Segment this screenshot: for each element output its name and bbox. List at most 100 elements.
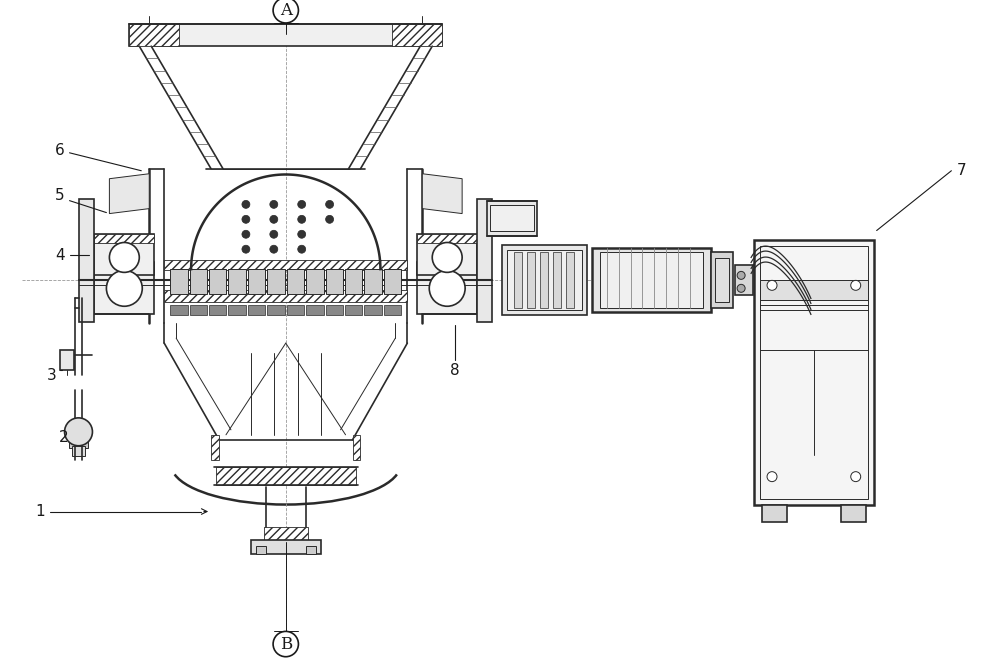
Bar (711, 252, 733, 308)
Bar (540, 252, 548, 308)
Bar (487, 200, 537, 235)
Bar (164, 291, 407, 302)
Bar (754, 241, 874, 505)
Bar (72, 445, 85, 456)
Bar (553, 252, 561, 308)
Bar (762, 505, 787, 523)
Bar (417, 262, 477, 314)
Bar (384, 269, 401, 294)
Bar (267, 269, 285, 294)
Text: 2: 2 (59, 430, 68, 445)
Circle shape (270, 245, 278, 253)
Bar (60, 350, 74, 370)
Circle shape (326, 215, 334, 223)
Bar (477, 198, 492, 322)
Bar (170, 269, 188, 294)
Bar (94, 262, 154, 314)
Bar (384, 305, 401, 315)
Bar (514, 252, 522, 308)
Bar (228, 269, 246, 294)
Bar (209, 269, 226, 294)
Bar (190, 269, 207, 294)
Circle shape (298, 245, 306, 253)
Circle shape (242, 215, 250, 223)
Bar (170, 305, 188, 315)
Bar (507, 250, 582, 310)
Text: 1: 1 (35, 504, 44, 519)
Circle shape (326, 200, 334, 208)
Bar (417, 262, 477, 272)
Bar (94, 233, 154, 243)
Circle shape (737, 272, 745, 279)
Bar (566, 252, 574, 308)
Bar (94, 233, 154, 275)
Bar (287, 269, 304, 294)
Circle shape (242, 200, 250, 208)
Bar (248, 269, 265, 294)
Bar (760, 246, 868, 499)
Text: 3: 3 (47, 368, 56, 382)
Bar (364, 305, 382, 315)
Circle shape (298, 230, 306, 239)
Bar (592, 248, 711, 312)
Circle shape (767, 280, 777, 291)
Bar (326, 269, 343, 294)
Circle shape (298, 215, 306, 223)
Bar (216, 467, 356, 484)
Circle shape (270, 230, 278, 239)
Bar (502, 245, 587, 315)
Bar (364, 269, 382, 294)
Bar (392, 24, 442, 46)
Text: 4: 4 (55, 248, 64, 263)
Bar (841, 505, 866, 523)
Bar (760, 280, 868, 301)
Bar (490, 204, 534, 231)
Bar (228, 305, 246, 315)
Bar (251, 540, 321, 554)
Circle shape (429, 270, 465, 306)
Text: A: A (280, 2, 292, 19)
Text: 6: 6 (55, 143, 64, 158)
Text: 5: 5 (55, 188, 64, 203)
Bar (287, 305, 304, 315)
Circle shape (432, 243, 462, 272)
Bar (715, 258, 729, 302)
Bar (209, 305, 226, 315)
Circle shape (242, 230, 250, 239)
Circle shape (851, 280, 861, 291)
Circle shape (270, 215, 278, 223)
Bar (256, 546, 266, 554)
Circle shape (737, 284, 745, 293)
Circle shape (851, 472, 861, 482)
Polygon shape (109, 174, 149, 214)
Circle shape (270, 200, 278, 208)
Bar (417, 233, 477, 275)
Bar (94, 262, 154, 272)
Text: B: B (280, 635, 292, 652)
Text: 8: 8 (450, 362, 460, 378)
Bar (164, 260, 407, 270)
Circle shape (65, 418, 92, 445)
Bar (190, 305, 207, 315)
Bar (306, 546, 316, 554)
Bar (600, 252, 703, 308)
Bar (527, 252, 535, 308)
Circle shape (109, 243, 139, 272)
Circle shape (242, 245, 250, 253)
Bar (306, 269, 324, 294)
Circle shape (767, 472, 777, 482)
Bar (264, 527, 308, 542)
Bar (735, 266, 753, 295)
Bar (129, 24, 179, 46)
Bar (267, 305, 285, 315)
Bar (306, 305, 324, 315)
Bar (129, 24, 442, 46)
Bar (211, 435, 219, 460)
Circle shape (298, 200, 306, 208)
Text: 7: 7 (957, 163, 966, 178)
Bar (79, 198, 94, 322)
Bar (69, 440, 88, 447)
Bar (345, 305, 362, 315)
Bar (353, 435, 360, 460)
Bar (326, 305, 343, 315)
